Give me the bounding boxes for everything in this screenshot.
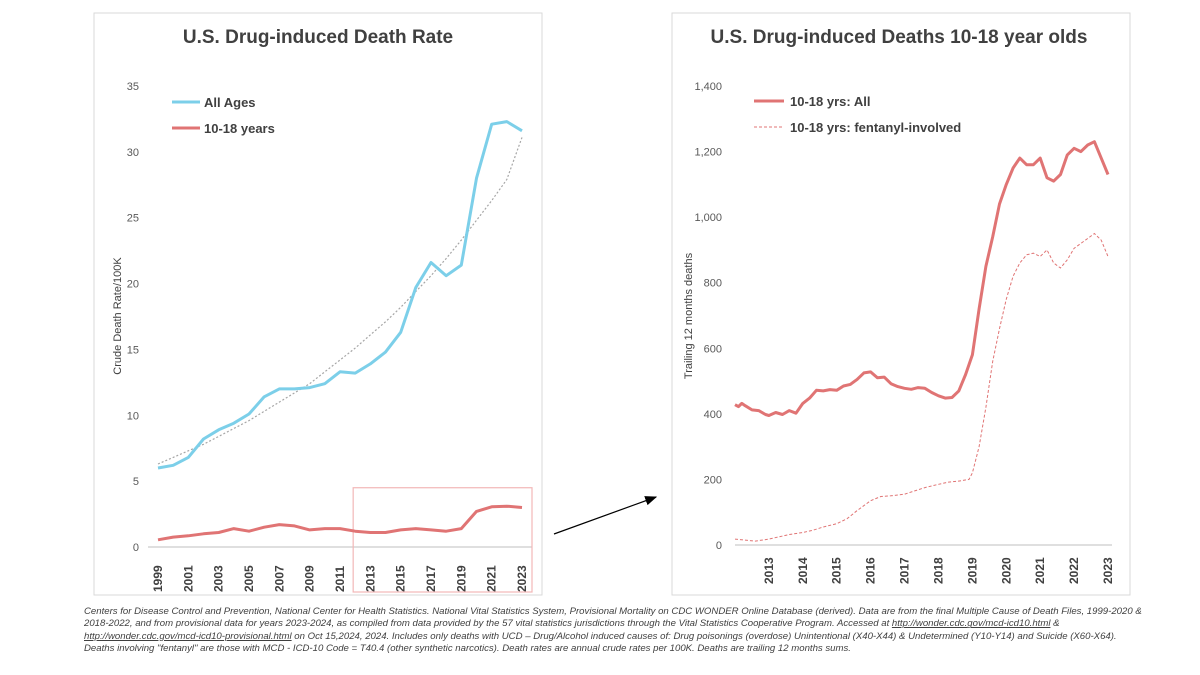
right-y-tick-label: 1,000 [694, 212, 722, 224]
highlight-box-2012-2023 [352, 487, 533, 593]
right-x-tick-label: 2020 [999, 557, 1013, 584]
right-x-tick-label: 2023 [1101, 557, 1115, 584]
left-y-tick-label: 5 [133, 476, 139, 488]
left-x-axis-ticks: 1999 2001 2003 2005 2007 2009 2011 2013 2015 2017… [151, 565, 529, 592]
right-x-tick-label: 2019 [965, 557, 979, 584]
series-line-10-18-yrs-all [734, 140, 1110, 417]
charts-canvas: U.S. Drug-induced Death Rate 0 5 10 15 20 25 3… [93, 12, 1131, 596]
left-x-tick-label: 2017 [424, 565, 438, 592]
right-x-tick-label: 2015 [830, 557, 844, 584]
all-ages-trendline [157, 137, 523, 465]
right-x-tick-label: 2014 [796, 557, 810, 584]
left-x-tick-label: 2009 [303, 565, 317, 592]
left-y-tick-label: 25 [127, 213, 139, 225]
left-y-tick-label: 20 [127, 279, 139, 291]
left-y-tick-label: 0 [133, 542, 139, 554]
left-y-tick-label: 30 [127, 147, 139, 159]
right-y-tick-label: 400 [704, 409, 722, 421]
right-y-tick-label: 800 [704, 278, 722, 290]
left-chart-title: U.S. Drug-induced Death Rate [183, 27, 453, 48]
left-legend: All Ages 10-18 years [172, 95, 275, 136]
footnote-link-mcd-icd10[interactable]: http://wonder.cdc.gov/mcd-icd10.html [891, 618, 1051, 630]
right-y-tick-label: 0 [716, 540, 722, 552]
legend-label-10-18-yrs-all: 10-18 yrs: All [790, 94, 870, 109]
series-line-fentanyl-involved [734, 232, 1109, 542]
legend-label-fentanyl-involved: 10-18 yrs: fentanyl-involved [790, 120, 961, 135]
right-x-tick-label: 2018 [931, 557, 945, 584]
left-x-tick-label: 2011 [333, 566, 347, 592]
connector-arrow [553, 496, 658, 535]
right-x-tick-label: 2016 [864, 557, 878, 584]
right-x-tick-label: 2017 [898, 557, 912, 584]
footnote-link-mcd-icd10-provisional[interactable]: http://wonder.cdc.gov/mcd-icd10-provisio… [84, 630, 292, 642]
right-y-tick-label: 1,200 [694, 147, 722, 159]
left-y-axis-title: Crude Death Rate/100K [112, 257, 124, 375]
left-x-tick-label: 2007 [272, 565, 286, 592]
left-x-tick-label: 2003 [212, 565, 226, 592]
series-line-10-18-years [157, 504, 523, 542]
left-y-tick-label: 35 [127, 81, 139, 93]
right-y-tick-label: 1,400 [694, 81, 722, 93]
right-y-tick-label: 600 [704, 343, 722, 355]
right-chart-panel: U.S. Drug-induced Deaths 10-18 year olds… [671, 12, 1131, 596]
legend-label-10-18-years: 10-18 years [204, 121, 275, 136]
left-y-tick-label: 10 [127, 410, 139, 422]
left-x-tick-label: 1999 [151, 565, 165, 592]
right-chart-frame [671, 12, 1131, 596]
left-x-tick-label: 2001 [181, 565, 195, 592]
right-y-axis-ticks: 0 200 400 600 800 1,000 1,200 1,400 [694, 81, 722, 552]
right-x-tick-label: 2022 [1067, 557, 1081, 584]
left-x-tick-label: 2013 [363, 565, 377, 592]
right-x-axis-ticks: 2013 2014 2015 2016 2017 2018 2019 2020 2021 2022… [762, 557, 1115, 584]
left-x-tick-label: 2019 [454, 565, 468, 592]
left-x-tick-label: 2005 [242, 565, 256, 592]
footnote-text-part-2: & [1050, 618, 1060, 630]
footnote-text-part-3: on Oct 15,2024, 2024. Includes only deat… [84, 630, 1117, 655]
right-y-tick-label: 200 [704, 474, 722, 486]
right-y-axis-title: Trailing 12 months deaths [683, 252, 695, 379]
left-x-tick-label: 2023 [515, 565, 529, 592]
right-chart-title: U.S. Drug-induced Deaths 10-18 year olds [711, 27, 1088, 48]
left-chart-frame [93, 12, 543, 596]
right-x-tick-label: 2021 [1033, 557, 1047, 584]
left-x-tick-label: 2021 [485, 565, 499, 592]
source-footnote: Centers for Disease Control and Preventi… [84, 606, 1144, 656]
left-y-tick-label: 15 [127, 344, 139, 356]
right-legend: 10-18 yrs: All 10-18 yrs: fentanyl-invol… [754, 94, 961, 135]
legend-label-all-ages: All Ages [204, 95, 256, 110]
footnote-text-part-1: Centers for Disease Control and Preventi… [84, 606, 1142, 630]
left-chart-panel: U.S. Drug-induced Death Rate 0 5 10 15 20 25 3… [93, 12, 543, 596]
right-x-tick-label: 2013 [762, 557, 776, 584]
left-y-axis-ticks: 0 5 10 15 20 25 30 35 [127, 81, 139, 554]
left-x-tick-label: 2015 [394, 565, 408, 592]
series-line-all-ages [157, 120, 523, 470]
